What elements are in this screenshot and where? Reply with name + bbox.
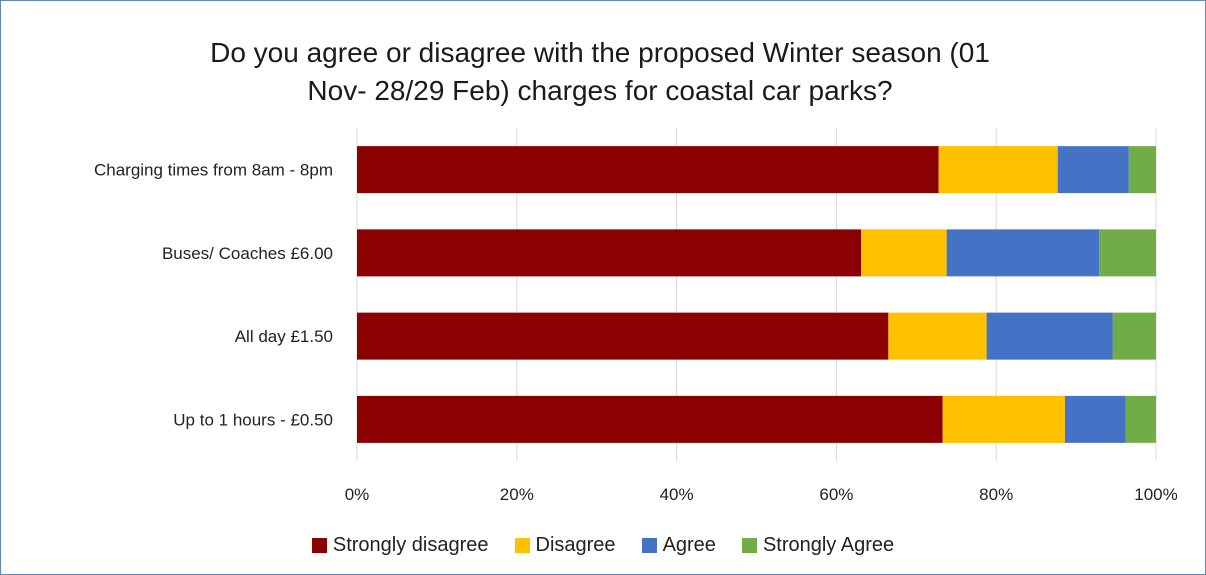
bar-segment bbox=[357, 395, 943, 443]
legend-item: Agree bbox=[641, 533, 716, 557]
bar-segment bbox=[1099, 229, 1156, 277]
legend-swatch bbox=[741, 537, 757, 553]
chart-title: Do you agree or disagree with the propos… bbox=[120, 34, 1080, 110]
legend-label: Strongly disagree bbox=[332, 533, 489, 556]
bar-segment bbox=[1125, 395, 1156, 443]
bar-segment bbox=[986, 312, 1113, 360]
x-tick-label: 20% bbox=[500, 485, 534, 504]
bar-segment bbox=[1128, 146, 1156, 194]
bar-segment bbox=[1112, 312, 1156, 360]
chart-title-line-1: Do you agree or disagree with the propos… bbox=[210, 37, 990, 68]
x-tick-label: 0% bbox=[345, 485, 370, 504]
category-label: All day £1.50 bbox=[235, 327, 333, 346]
bar-segment bbox=[861, 229, 947, 277]
legend-label: Disagree bbox=[535, 533, 616, 556]
x-tick-label: 100% bbox=[1134, 485, 1177, 504]
x-tick-label: 80% bbox=[979, 485, 1013, 504]
legend-item: Strongly disagree bbox=[311, 533, 489, 557]
legend-item: Strongly Agree bbox=[741, 533, 895, 557]
bar-segment bbox=[357, 229, 862, 277]
category-label: Buses/ Coaches £6.00 bbox=[162, 244, 333, 263]
legend-swatch bbox=[311, 537, 327, 553]
x-tick-label: 60% bbox=[819, 485, 853, 504]
bar-segment bbox=[888, 312, 987, 360]
category-label: Up to 1 hours - £0.50 bbox=[173, 410, 333, 429]
category-label: Charging times from 8am - 8pm bbox=[94, 161, 333, 180]
x-tick-label: 40% bbox=[660, 485, 694, 504]
bar-segment bbox=[946, 229, 1100, 277]
chart-legend: Strongly disagree Disagree Agree Strongly A… bbox=[0, 530, 1206, 560]
chart-plot: 0% 20% 40% 60% 80% 100% Charging times from 8a… bbox=[94, 128, 1178, 504]
bar-segment bbox=[357, 312, 889, 360]
legend-label: Agree bbox=[662, 533, 716, 556]
legend-swatch bbox=[641, 537, 657, 553]
legend-item: Disagree bbox=[514, 533, 616, 557]
legend-label: Strongly Agree bbox=[762, 533, 895, 556]
bar-segment bbox=[1057, 146, 1129, 194]
legend-swatch bbox=[514, 537, 530, 553]
bar-segment bbox=[357, 146, 939, 194]
bar-segment bbox=[942, 395, 1065, 443]
bar-segment bbox=[1064, 395, 1126, 443]
bar-segment bbox=[938, 146, 1058, 194]
chart-title-line-2: Nov- 28/29 Feb) charges for coastal car … bbox=[307, 75, 893, 106]
